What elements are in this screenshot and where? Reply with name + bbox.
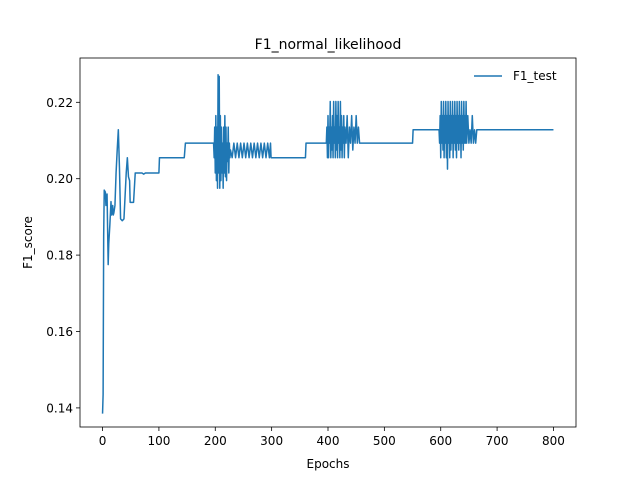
legend: F1_test	[474, 69, 557, 83]
chart-title: F1_normal_likelihood	[255, 37, 402, 53]
x-axis: 0 100 200 300 400 500 600 700 800	[99, 427, 565, 448]
y-tick-label: 0.22	[46, 96, 73, 110]
x-tick-label: 500	[373, 434, 396, 448]
legend-label-f1-test: F1_test	[513, 69, 557, 83]
x-tick-label: 800	[542, 434, 565, 448]
y-tick-label: 0.14	[46, 401, 73, 415]
x-tick-label: 100	[147, 434, 170, 448]
x-tick-label: 700	[486, 434, 509, 448]
x-axis-label: Epochs	[307, 457, 350, 471]
x-tick-label: 200	[204, 434, 227, 448]
x-tick-label: 300	[260, 434, 283, 448]
x-tick-label: 400	[317, 434, 340, 448]
y-tick-label: 0.18	[46, 249, 73, 263]
x-tick-label: 600	[429, 434, 452, 448]
y-axis-label: F1_score	[21, 216, 35, 269]
y-tick-label: 0.16	[46, 325, 73, 339]
plot-area	[101, 74, 554, 414]
x-tick-label: 0	[99, 434, 107, 448]
y-axis: 0.14 0.16 0.18 0.20 0.22	[46, 96, 80, 415]
axes-frame	[79, 57, 577, 428]
y-tick-label: 0.20	[46, 172, 73, 186]
series-line-f1-test	[101, 74, 554, 414]
